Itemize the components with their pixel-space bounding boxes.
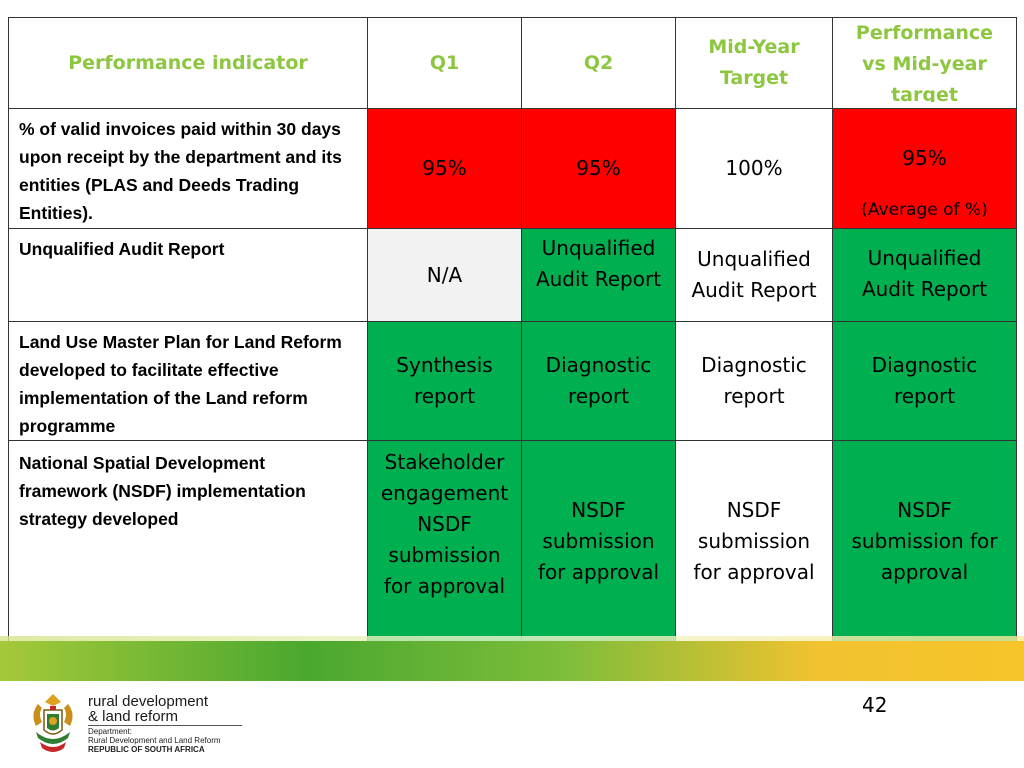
q2-cell-text: NSDF submission for approval [537, 497, 660, 584]
table-header-row: Performance indicator Q1 Q2 Mid-Year Tar… [8, 17, 1017, 109]
performance-cell-text: Diagnostic report [871, 353, 978, 408]
logo-title: rural development & land reform [88, 694, 248, 724]
logo-line2: & land reform [88, 708, 179, 725]
indicator-cell: Unqualified Audit Report [8, 228, 368, 322]
logo-department: Department: Rural Development and Land R… [88, 727, 221, 754]
header-performance-vs-target: Performance vs Mid-year target [832, 17, 1017, 109]
performance-note: (Average of %) [861, 200, 988, 220]
q2-cell-text: Diagnostic report [545, 353, 652, 408]
footer-color-band [0, 641, 1024, 681]
table-row: Unqualified Audit Report N/A Unqualified… [8, 228, 1017, 322]
table-row: % of valid invoices paid within 30 days … [8, 108, 1017, 229]
logo-republic: REPUBLIC OF SOUTH AFRICA [88, 745, 205, 754]
target-cell: 100% [675, 108, 833, 229]
header-q1: Q1 [367, 17, 522, 109]
q1-cell: Synthesis report [367, 321, 522, 441]
q2-cell: Diagnostic report [521, 321, 676, 441]
target-cell: Diagnostic report [675, 321, 833, 441]
performance-cell: NSDF submission for approval [832, 440, 1017, 642]
target-cell: NSDF submission for approval [675, 440, 833, 642]
indicator-cell: Land Use Master Plan for Land Reform dev… [8, 321, 368, 441]
q2-cell: NSDF submission for approval [521, 440, 676, 642]
performance-cell-text: Unqualified Audit Report [861, 246, 988, 301]
header-performance-indicator: Performance indicator [8, 17, 368, 109]
department-logo: rural development & land reform Departme… [28, 692, 242, 762]
q1-cell-text: Synthesis report [396, 353, 493, 408]
target-cell-text: NSDF submission for approval [693, 497, 815, 584]
table-row: Land Use Master Plan for Land Reform dev… [8, 321, 1017, 441]
header-performance-vs-target-text: Performance vs Mid-year target [855, 22, 994, 102]
performance-table: Performance indicator Q1 Q2 Mid-Year Tar… [8, 17, 1017, 642]
header-mid-year-target-text: Mid-Year Target [708, 36, 800, 89]
performance-value: 95% [902, 146, 947, 170]
logo-line1: rural development [88, 693, 209, 710]
q1-cell: N/A [367, 228, 522, 322]
performance-cell: 95% (Average of %) [832, 108, 1017, 229]
q2-cell: Unqualified Audit Report [521, 228, 676, 322]
logo-dept-name: Rural Development and Land Reform [88, 736, 221, 745]
target-cell: Unqualified Audit Report [675, 228, 833, 322]
performance-cell-text: NSDF submission for approval [851, 497, 998, 584]
q1-cell: 95% [367, 108, 522, 229]
header-q2: Q2 [521, 17, 676, 109]
page-number: 42 [862, 693, 888, 717]
q2-cell-text: Unqualified Audit Report [535, 236, 662, 291]
q1-cell: Stakeholder engagement NSDF submission f… [367, 440, 522, 642]
target-cell-text: Diagnostic report [701, 353, 807, 408]
table-row: National Spatial Development framework (… [8, 440, 1017, 642]
header-mid-year-target: Mid-Year Target [675, 17, 833, 109]
performance-cell: Unqualified Audit Report [832, 228, 1017, 322]
indicator-cell: National Spatial Development framework (… [8, 440, 368, 642]
indicator-cell: % of valid invoices paid within 30 days … [8, 108, 368, 229]
coat-of-arms-icon [33, 694, 73, 752]
performance-cell: Diagnostic report [832, 321, 1017, 441]
q1-line1: Stakeholder engagement [380, 450, 509, 505]
q1-line2: NSDF submission for approval [383, 512, 506, 598]
q1-cell-content: Stakeholder engagement NSDF submission f… [368, 447, 521, 602]
logo-dept-label: Department: [88, 727, 133, 736]
q2-cell: 95% [521, 108, 676, 229]
logo-divider [88, 725, 242, 726]
